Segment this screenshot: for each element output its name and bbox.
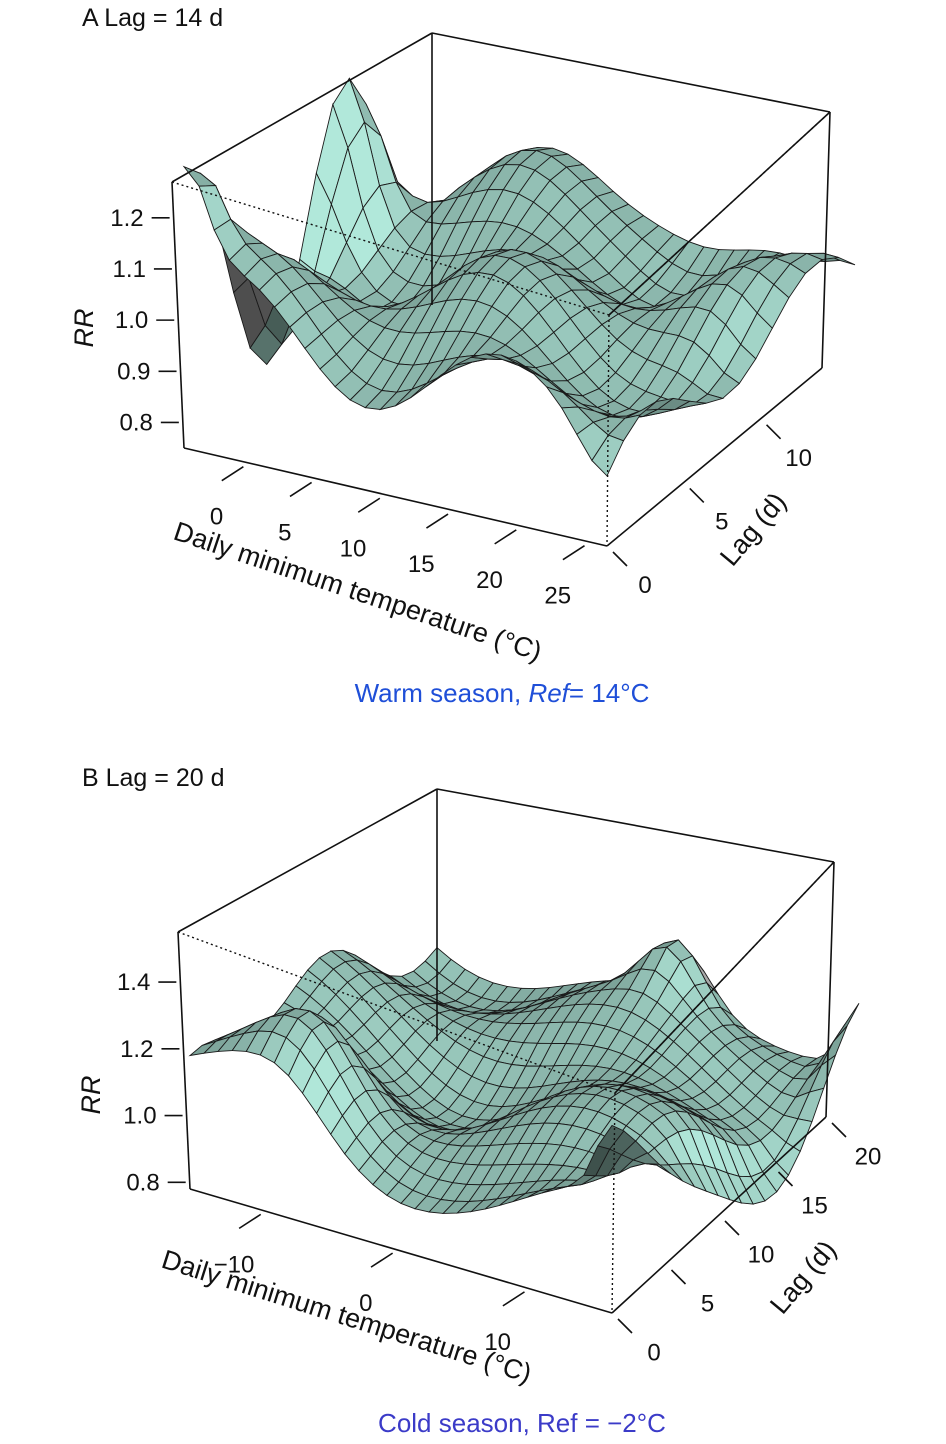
z-tick-label: 0.8 xyxy=(119,409,152,436)
y-tick xyxy=(766,424,782,440)
panel-a-title: A Lag = 14 d xyxy=(82,4,223,32)
y-tick-label: 5 xyxy=(715,508,728,535)
x-tick-label: 0 xyxy=(210,504,223,531)
y-tick xyxy=(689,487,705,503)
panel-b-zlabel: RR xyxy=(76,1076,106,1115)
panel-b-xlabel: Daily minimum temperature (°C) xyxy=(158,1244,535,1389)
box-edge xyxy=(171,181,185,449)
x-tick-label: 0 xyxy=(359,1290,372,1317)
y-tick-label: 0 xyxy=(638,572,651,599)
x-tick-label: 25 xyxy=(544,583,571,610)
panel-b-ylabel: Lag (d) xyxy=(764,1235,842,1320)
x-tick xyxy=(426,513,449,529)
x-tick xyxy=(494,529,517,545)
x-tick xyxy=(562,545,585,561)
y-tick xyxy=(670,1269,687,1285)
box-edge xyxy=(611,1116,827,1314)
y-tick-label: 15 xyxy=(801,1193,828,1220)
box-hidden-edge xyxy=(611,1092,616,1314)
z-tick-label: 1.2 xyxy=(110,205,143,232)
z-tick-label: 1.2 xyxy=(120,1036,153,1063)
surface-facet xyxy=(597,1124,625,1150)
y-tick xyxy=(612,551,628,567)
z-tick-label: 1.0 xyxy=(115,307,148,334)
x-tick-label: −10 xyxy=(214,1251,255,1278)
axes-a: 0 5 10 15 20 25 0 5 10 0.8 0.9 1.0 1.1 1.2 xyxy=(110,205,812,610)
box-hidden-edge xyxy=(608,111,831,316)
y-tick-label: 5 xyxy=(701,1291,714,1318)
panel-a-caption-ref-value: = 14°C xyxy=(569,678,650,708)
surface-facet xyxy=(182,165,217,187)
box-edge xyxy=(177,788,438,933)
x-tick xyxy=(221,465,244,482)
y-tick-label: 10 xyxy=(748,1242,775,1269)
surface-facet xyxy=(832,1003,860,1043)
x-tick xyxy=(502,1291,525,1307)
x-tick-label: 20 xyxy=(476,567,503,594)
panel-a-zlabel: RR xyxy=(69,309,99,348)
box-edge xyxy=(183,447,608,547)
box-edge xyxy=(431,32,831,113)
y-tick-label: 10 xyxy=(785,445,812,472)
surface-b xyxy=(188,939,860,1214)
box-b xyxy=(177,788,835,1314)
box-edge xyxy=(177,931,191,1190)
surface-a xyxy=(182,77,856,477)
z-tick-label: 1.1 xyxy=(113,256,146,283)
z-tick-label: 0.9 xyxy=(117,358,150,385)
z-tick-label: 1.4 xyxy=(117,969,150,996)
axes-b: −10 0 10 0 5 10 15 20 0.8 1.0 1.2 1.4 xyxy=(117,969,881,1367)
box-edge xyxy=(436,788,835,863)
y-tick-label: 20 xyxy=(855,1144,882,1171)
panel-b-caption: Cold season, Ref = −2°C xyxy=(378,1408,666,1438)
y-tick xyxy=(617,1318,633,1334)
x-tick xyxy=(289,481,313,498)
y-tick-label: 0 xyxy=(647,1340,660,1367)
panel-a-caption-ref-label: Ref xyxy=(528,678,571,708)
box-hidden-edge xyxy=(614,861,835,1094)
box-hidden-edge xyxy=(606,314,610,547)
box-edge xyxy=(821,111,831,369)
panel-b-title: B Lag = 20 d xyxy=(82,764,224,792)
z-tick-label: 1.0 xyxy=(123,1103,156,1130)
box-edge xyxy=(171,32,433,183)
x-tick xyxy=(357,497,381,513)
y-tick xyxy=(831,1122,847,1138)
box-a xyxy=(171,32,831,547)
z-tick-label: 0.8 xyxy=(126,1169,159,1196)
box-edge xyxy=(606,367,823,547)
y-tick xyxy=(724,1220,740,1236)
panel-a: 0 5 10 15 20 25 0 5 10 0.8 0.9 1.0 1.1 1.2 A Lag = 14… xyxy=(69,4,856,708)
x-tick-label: 15 xyxy=(408,551,435,578)
box-edge xyxy=(189,1188,613,1314)
x-tick xyxy=(238,1213,262,1230)
panel-a-caption: Warm season, Ref= 14°C xyxy=(355,678,650,708)
x-tick-label: 5 xyxy=(278,519,291,546)
y-tick xyxy=(777,1171,794,1187)
box-edge xyxy=(825,861,835,1118)
x-tick xyxy=(370,1252,394,1268)
x-tick-label: 10 xyxy=(484,1329,511,1356)
panel-a-caption-text: Warm season, xyxy=(355,678,529,708)
box-hidden-edge xyxy=(171,181,610,316)
x-tick-label: 10 xyxy=(340,535,367,562)
